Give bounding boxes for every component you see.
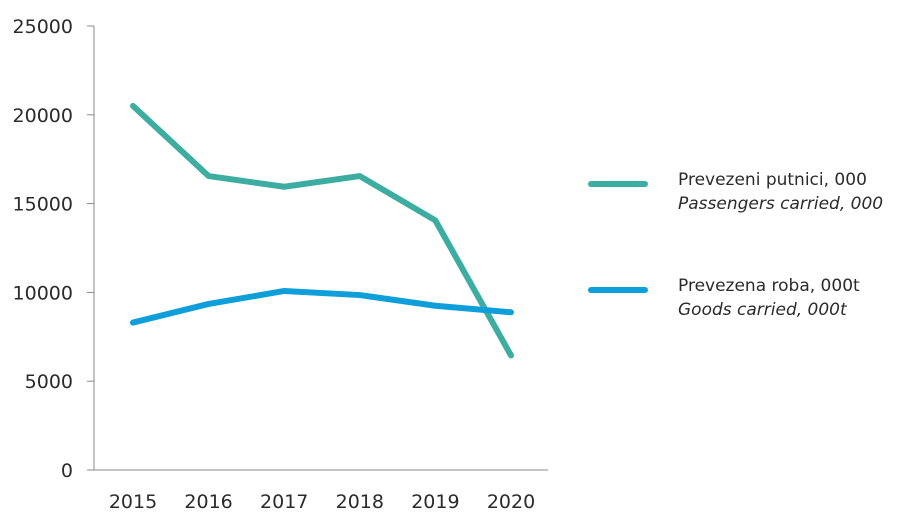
x-axis: 2015 2016 2017 2018 2019 2020 [94,469,548,512]
legend-label-goods-en: Goods carried, 000t [678,300,847,320]
series-layer [130,102,514,359]
legend-label-passengers: Prevezeni putnici, 000 Passengers carrie… [678,168,883,216]
y-tick-label: 0 [61,460,73,482]
y-tick-label: 20000 [13,105,73,127]
x-tick-label: 2016 [184,491,232,512]
x-tick-label: 2020 [487,491,535,512]
y-tick-label: 25000 [13,16,73,38]
legend-item-goods: Prevezena roba, 000t Goods carried, 000t [588,274,902,334]
legend-label-passengers-en: Passengers carried, 000 [678,194,884,214]
legend-label-passengers-hr: Prevezeni putnici, 000 [678,170,867,190]
series-line-passengers [130,102,514,359]
x-tick-label: 2017 [260,491,308,512]
x-tick-label: 2018 [336,491,384,512]
legend-item-passengers: Prevezeni putnici, 000 Passengers carrie… [588,168,902,228]
legend-swatch-passengers [588,181,648,187]
y-tick-label: 15000 [13,194,73,216]
legend-label-goods-hr: Prevezena roba, 000t [678,276,860,296]
x-tick-label: 2019 [411,491,459,512]
y-tick-label: 10000 [13,282,73,304]
legend-swatch-goods [588,287,648,293]
legend-label-goods: Prevezena roba, 000t Goods carried, 000t [678,274,860,322]
x-tick-label: 2015 [109,491,157,512]
y-tick-label: 5000 [25,371,73,393]
series-line-goods [130,287,514,326]
legend: Prevezeni putnici, 000 Passengers carrie… [588,168,902,380]
y-axis: 0 5000 10000 15000 20000 25000 [13,16,95,482]
